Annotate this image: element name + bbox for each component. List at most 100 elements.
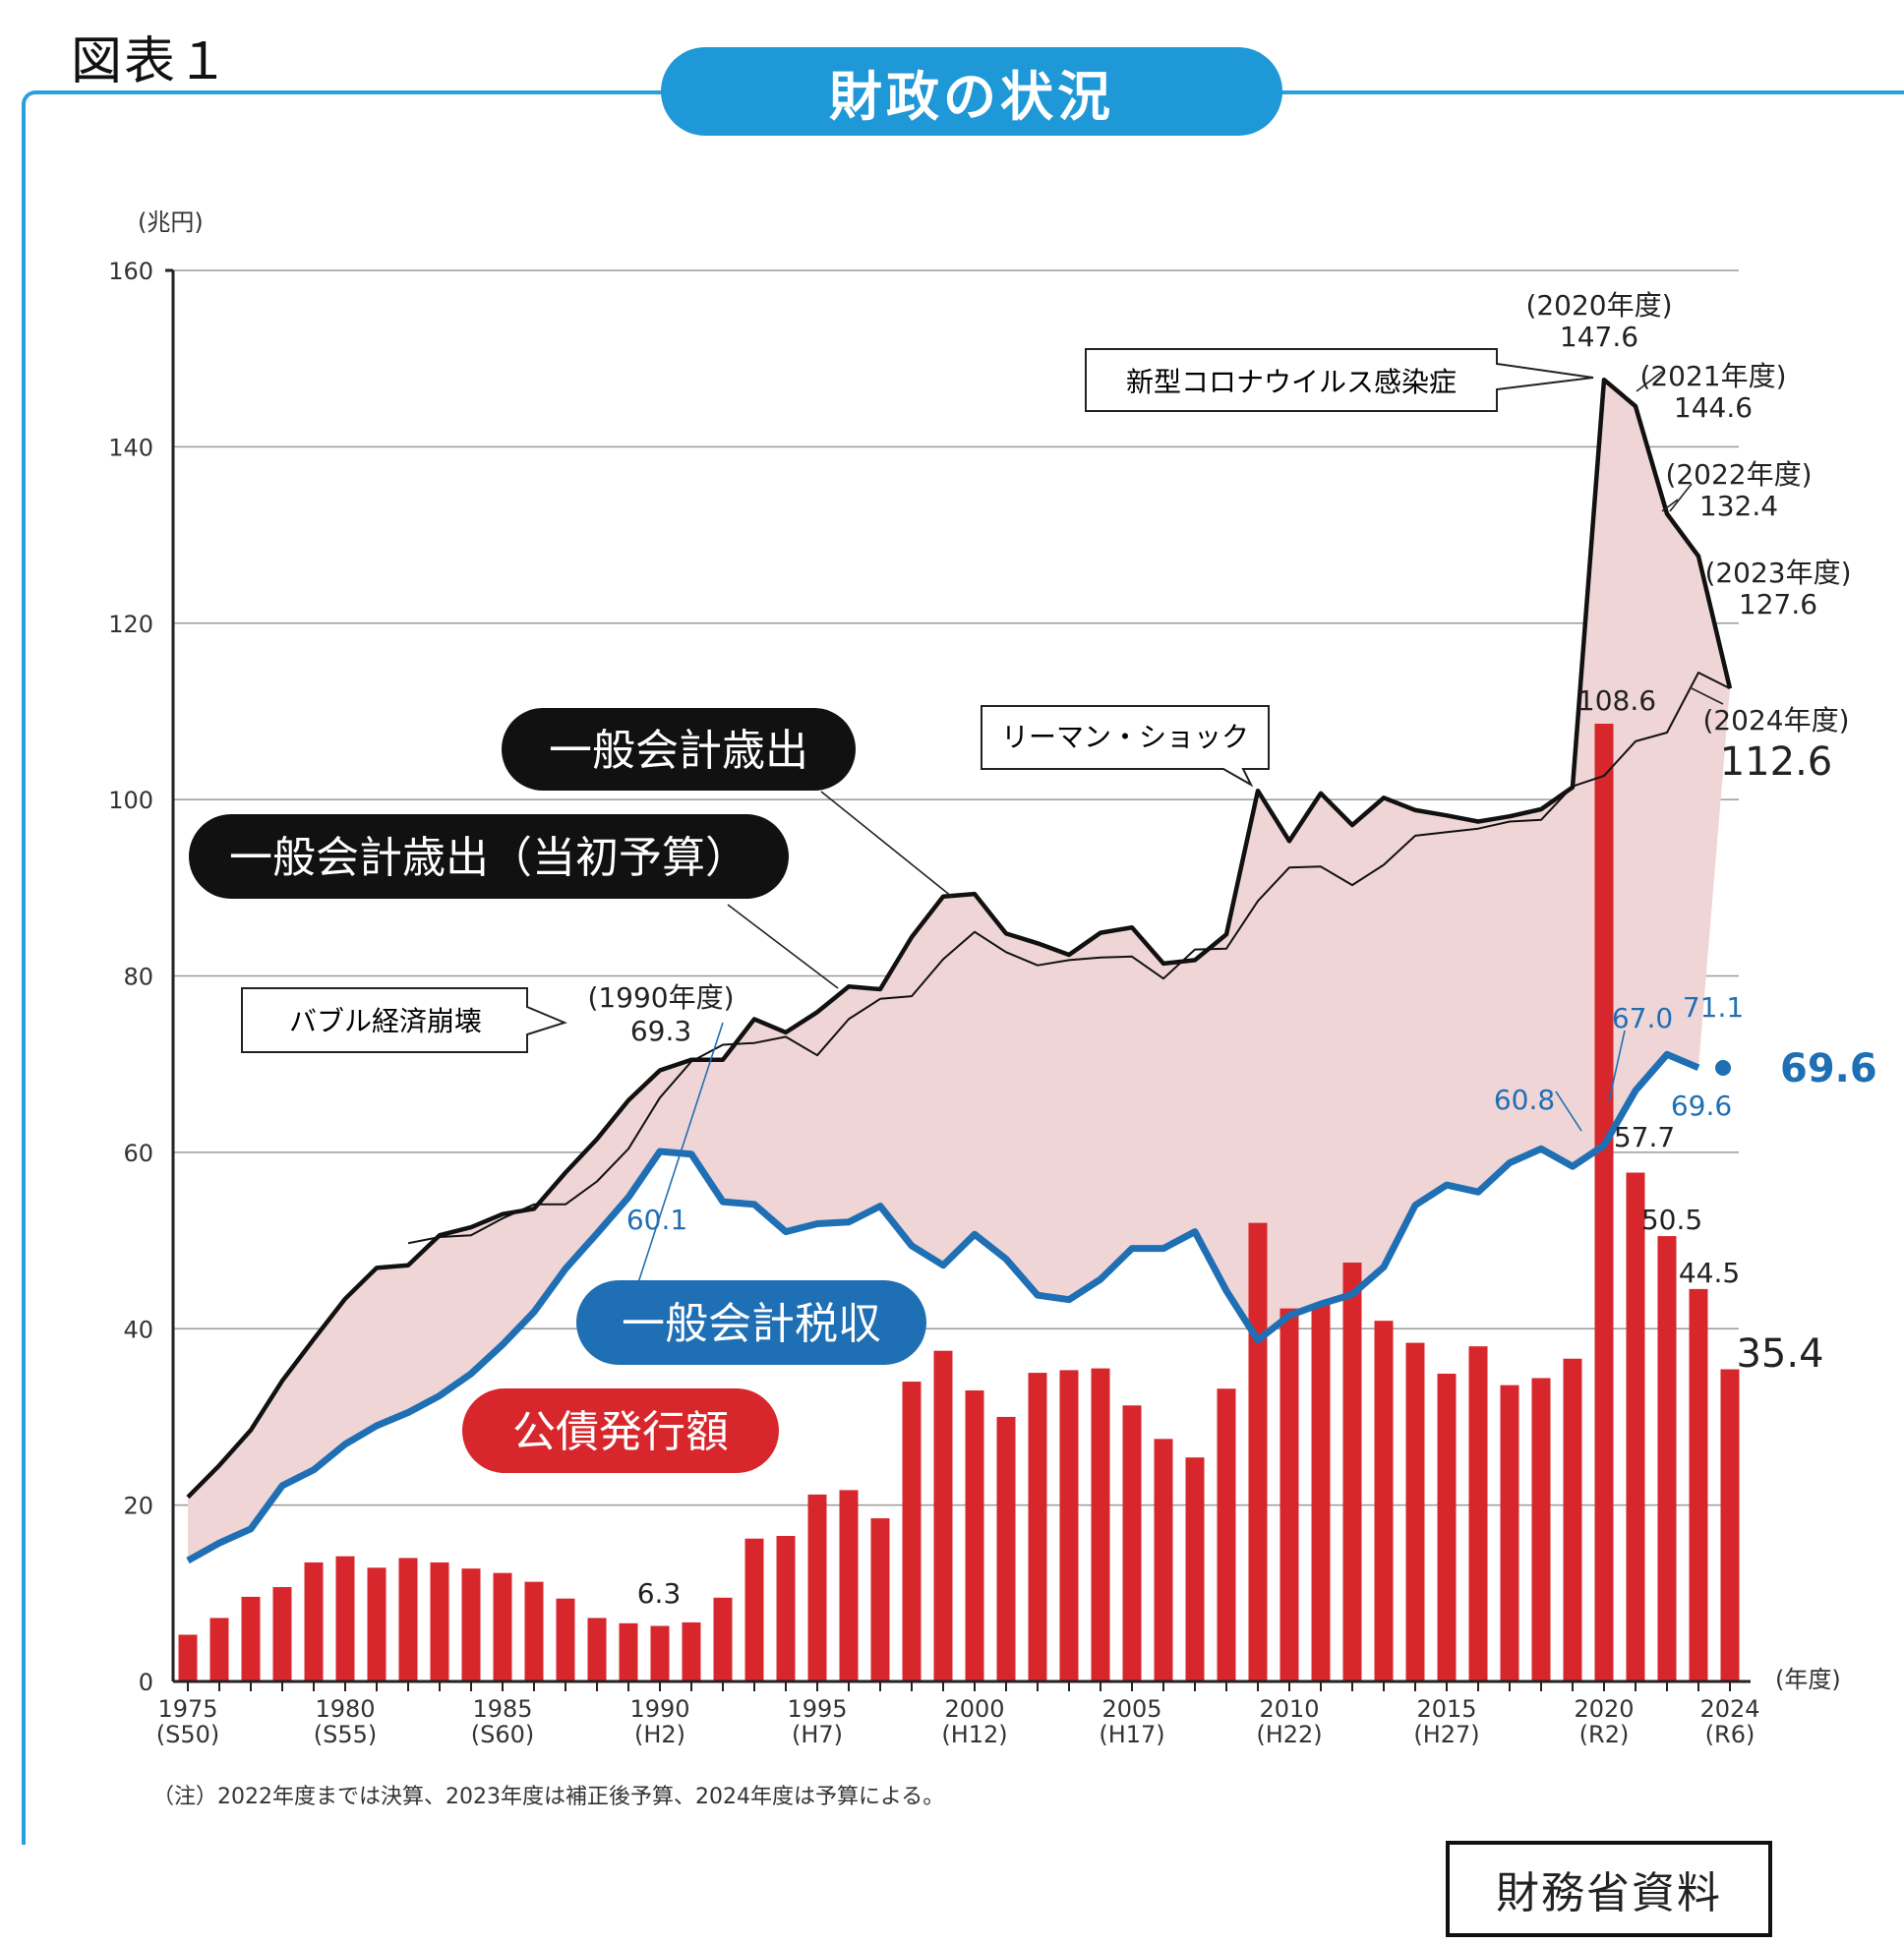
- x-tick-label: 1985: [472, 1695, 532, 1723]
- x-tick-label: 2024: [1699, 1695, 1759, 1723]
- ann-tax-2024: 69.6: [1780, 1046, 1877, 1091]
- x-tick-label: 1990: [629, 1695, 689, 1723]
- y-tick-label: 60: [123, 1140, 153, 1167]
- bond-bar: [524, 1581, 544, 1681]
- x-tick-sublabel: (R2): [1579, 1721, 1630, 1748]
- ann-2021-value: 144.6: [1674, 391, 1753, 424]
- callout-lehman-text: リーマン・ショック: [1001, 721, 1249, 753]
- bond-bar: [556, 1598, 575, 1681]
- y-tick-label: 40: [123, 1316, 153, 1343]
- bond-bar: [965, 1390, 984, 1681]
- ann-2023-value: 127.6: [1739, 588, 1817, 620]
- ann-2021-year: (2021年度): [1639, 360, 1786, 392]
- bond-bar: [807, 1494, 827, 1681]
- expenditure-line: [186, 377, 1733, 1500]
- bond-bar: [1059, 1370, 1079, 1681]
- x-tick-sublabel: (S55): [314, 1721, 378, 1748]
- bond-bar: [1437, 1373, 1457, 1681]
- bond-bars: [178, 723, 1740, 1681]
- y-tick-label: 100: [108, 787, 153, 814]
- x-tick-label: 1980: [315, 1695, 375, 1723]
- bond-bar: [272, 1587, 292, 1681]
- ann-bond-2021: 57.7: [1614, 1121, 1675, 1153]
- bond-bar: [933, 1350, 953, 1681]
- callout-covid-text: 新型コロナウイルス感染症: [1126, 366, 1457, 398]
- ann-tax-2020: 60.8: [1494, 1084, 1555, 1116]
- ann-2024-value: 112.6: [1720, 739, 1833, 785]
- x-tick-label: 2015: [1416, 1695, 1476, 1723]
- bond-bar: [776, 1536, 796, 1681]
- bond-bar: [1154, 1439, 1173, 1681]
- bond-bar: [1468, 1346, 1488, 1681]
- bond-bar: [1500, 1385, 1519, 1681]
- x-unit-label: (年度): [1775, 1666, 1841, 1693]
- bond-bar: [304, 1562, 324, 1681]
- ann-2023-year: (2023年度): [1704, 557, 1851, 589]
- x-tick-sublabel: (R6): [1705, 1721, 1755, 1748]
- bond-bar: [241, 1596, 261, 1681]
- label-expense-text: 一般会計歳出: [549, 726, 808, 776]
- chart-title: 財政の状況: [661, 47, 1282, 136]
- bond-bar: [1374, 1321, 1394, 1681]
- x-tick-sublabel: (H7): [792, 1721, 843, 1748]
- x-tick-sublabel: (S60): [471, 1721, 535, 1748]
- bond-bar: [209, 1618, 229, 1681]
- ann-1990-value: 69.3: [630, 1015, 691, 1047]
- x-tick-label: 2020: [1574, 1695, 1634, 1723]
- series-lines: [186, 377, 1733, 1564]
- ann-2020-value: 147.6: [1560, 321, 1638, 353]
- bond-bar: [1689, 1288, 1708, 1681]
- x-tick-label: 1975: [157, 1695, 217, 1723]
- ann-leaders: [1555, 371, 1724, 1132]
- bond-bar: [587, 1618, 607, 1681]
- ann-2022-year: (2022年度): [1665, 458, 1812, 491]
- x-tick-sublabel: (H12): [941, 1721, 1007, 1748]
- bond-bar: [902, 1382, 922, 1681]
- x-tick-sublabel: (H22): [1256, 1721, 1322, 1748]
- x-tick-label: 2000: [944, 1695, 1004, 1723]
- bond-bar: [619, 1622, 638, 1681]
- figure-label: 図表１: [71, 32, 231, 91]
- x-tick-sublabel: (H27): [1413, 1721, 1479, 1748]
- leader-lines: [630, 791, 953, 1305]
- bond-bar: [839, 1490, 859, 1681]
- bond-bar: [1217, 1388, 1236, 1681]
- x-tick-label: 1995: [787, 1695, 847, 1723]
- label-bond-text: 公債発行額: [512, 1407, 729, 1457]
- y-tick-label: 160: [108, 258, 153, 285]
- ann-tax-2023: 69.6: [1671, 1090, 1732, 1122]
- bond-bar: [398, 1558, 418, 1681]
- tax-2024-dot: [1715, 1060, 1731, 1076]
- y-tick-label: 120: [108, 611, 153, 638]
- label-tax-text: 一般会計税収: [622, 1299, 881, 1349]
- chart-title-text: 財政の状況: [829, 65, 1114, 128]
- x-tick-sublabel: (H2): [634, 1721, 685, 1748]
- ann-2024-year: (2024年度): [1702, 704, 1849, 737]
- y-tick-label: 20: [123, 1493, 153, 1520]
- callout-bubble-text: バブル経済崩壊: [289, 1005, 482, 1037]
- bond-bar: [1720, 1369, 1740, 1681]
- x-tick-sublabel: (H17): [1099, 1721, 1164, 1748]
- bond-bar: [1091, 1368, 1110, 1681]
- bond-bar: [1531, 1378, 1551, 1681]
- ann-2020-year: (2020年度): [1525, 289, 1672, 322]
- bond-bar: [461, 1568, 481, 1681]
- y-tick-label: 80: [123, 964, 153, 991]
- ann-bond-1990: 6.3: [637, 1577, 682, 1610]
- bond-bar: [1279, 1308, 1299, 1681]
- y-tick-label: 0: [139, 1669, 153, 1696]
- bond-bar: [682, 1621, 701, 1681]
- bond-bar: [744, 1538, 764, 1681]
- ann-bond-2022: 50.5: [1641, 1204, 1702, 1236]
- source-box: 財務省資料: [1446, 1841, 1772, 1937]
- bond-bar: [713, 1597, 733, 1681]
- tick-labels: 0 20 40 60 80 100 120 140 160 1975(S50) 1980(S55) 1…: [108, 258, 1759, 1748]
- bond-bar: [1311, 1304, 1331, 1681]
- bond-bar: [367, 1567, 387, 1681]
- bond-bar: [493, 1572, 512, 1681]
- bond-bar: [430, 1562, 449, 1681]
- callout-lehman: リーマン・ショック: [981, 705, 1270, 788]
- ann-tax-2021: 67.0: [1612, 1002, 1673, 1034]
- label-expense-initial: 一般会計歳出（当初予算）: [189, 814, 789, 899]
